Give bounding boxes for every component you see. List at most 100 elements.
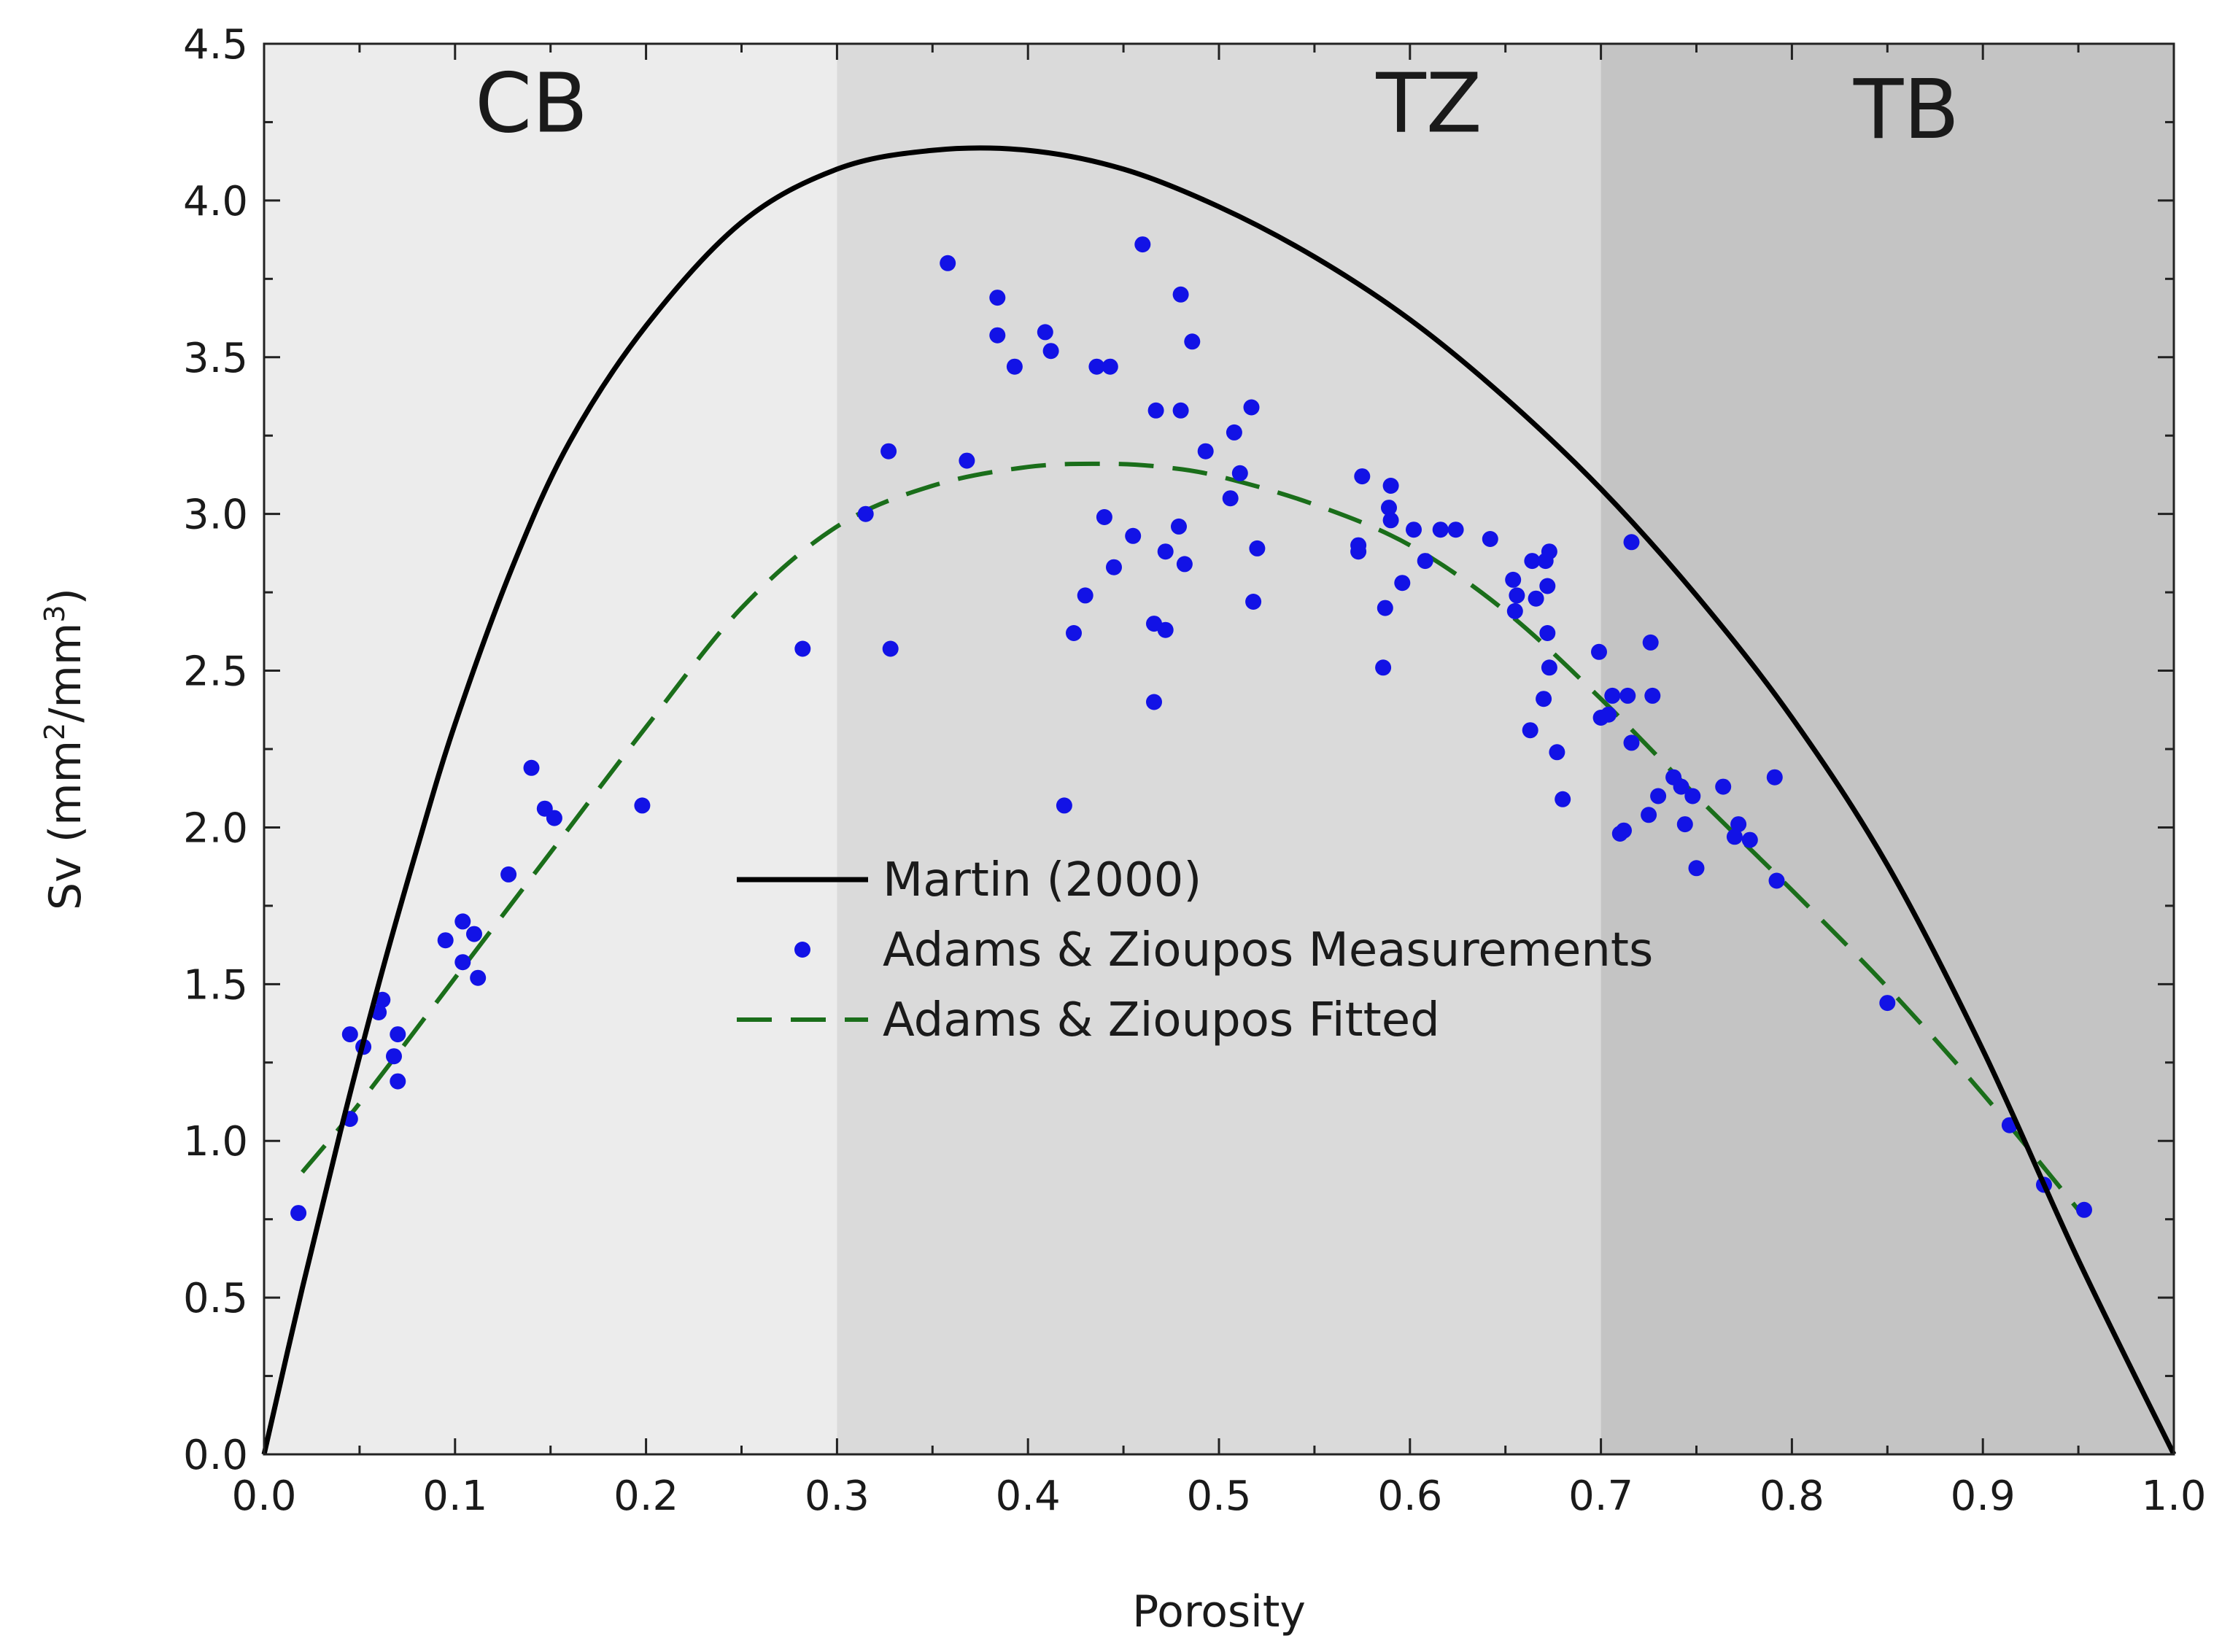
data-point [1406, 521, 1422, 538]
data-point [1350, 537, 1367, 554]
legend-label-adams-zioupos-fitted: Adams & Zioupos Fitted [883, 993, 1440, 1047]
x-tick-label: 0.2 [613, 1473, 678, 1520]
data-point [1377, 600, 1393, 616]
data-point [940, 255, 956, 271]
data-point [1447, 521, 1464, 538]
data-point [1541, 543, 1557, 560]
data-point [1879, 995, 1896, 1012]
data-point [2076, 1201, 2092, 1218]
data-point [1482, 531, 1498, 547]
region-label-cb: CB [475, 56, 588, 151]
x-tick-label: 0.7 [1568, 1473, 1633, 1520]
data-point [1066, 625, 1082, 641]
data-point [989, 327, 1006, 344]
data-point [390, 1026, 406, 1043]
y-tick-label: 2.0 [183, 804, 248, 852]
data-point [1528, 590, 1544, 607]
data-point [1394, 575, 1411, 592]
data-point [1676, 816, 1693, 833]
y-axis-title-sup2: 3 [39, 605, 71, 622]
y-tick-label: 3.0 [183, 492, 248, 539]
legend-label-adams-zioupos-measurements: Adams & Zioupos Measurements [883, 923, 1653, 977]
data-point [1715, 778, 1732, 795]
series-martin-2000 [261, 145, 2177, 1456]
data-point [1604, 687, 1621, 704]
y-tick-label: 4.5 [183, 21, 248, 69]
data-point [1536, 691, 1552, 707]
data-point [1642, 634, 1659, 651]
y-axis-title-mid: /mm [40, 623, 91, 723]
data-point [1688, 860, 1705, 877]
data-point [1088, 358, 1105, 375]
y-axis-title: Sv (mm2/mm3) [39, 588, 91, 910]
data-point [1037, 324, 1053, 341]
y-tick-label: 0.0 [183, 1432, 248, 1479]
legend-swatch-adams-zioupos-measurements [794, 942, 810, 958]
data-point [1172, 402, 1189, 419]
data-point [454, 913, 471, 930]
data-point [1354, 468, 1371, 485]
data-point [1644, 687, 1661, 704]
data-point [1741, 831, 1758, 848]
data-point [1096, 509, 1112, 525]
data-point [1056, 797, 1072, 814]
data-point [1641, 807, 1657, 823]
data-point [523, 759, 540, 776]
data-point [470, 969, 487, 986]
data-point [1134, 236, 1151, 253]
x-tick-label: 0.4 [996, 1473, 1061, 1520]
measurement-points-layer [290, 236, 2092, 1222]
data-point [1506, 602, 1523, 619]
data-point [1157, 621, 1174, 638]
region-label-tz: TZ [1375, 56, 1482, 151]
data-point [437, 932, 454, 949]
data-point [390, 1073, 406, 1090]
data-point [1623, 734, 1640, 751]
data-point [1197, 443, 1214, 459]
data-point [1768, 872, 1785, 889]
data-point [1125, 527, 1142, 544]
y-axis-title-sup1: 2 [39, 723, 71, 740]
data-point [1539, 578, 1556, 594]
x-tick-label: 0.3 [805, 1473, 870, 1520]
data-point [1616, 822, 1632, 839]
data-point [1555, 791, 1571, 807]
data-point [1381, 500, 1397, 516]
x-tick-label: 0.9 [1951, 1473, 2016, 1520]
data-point [1006, 358, 1023, 375]
y-axis-title-prefix: Sv (mm [40, 740, 91, 910]
data-point [1176, 556, 1193, 573]
data-point [1243, 399, 1260, 416]
data-point [1549, 744, 1565, 761]
data-point [546, 810, 562, 826]
data-point [386, 1048, 402, 1065]
data-point [1226, 424, 1242, 441]
data-point [1684, 788, 1701, 804]
data-point [1730, 816, 1747, 833]
data-point [341, 1026, 358, 1043]
data-point [1619, 687, 1636, 704]
data-point [1522, 722, 1538, 739]
data-point [1505, 571, 1522, 588]
x-tick-label: 0.1 [422, 1473, 487, 1520]
data-point [1417, 553, 1433, 570]
y-axis-title-suffix: ) [40, 588, 91, 605]
data-point [634, 797, 651, 814]
data-point [1432, 521, 1449, 538]
data-point [1245, 594, 1262, 610]
data-point [1172, 286, 1189, 303]
data-point [466, 926, 482, 942]
region-tb [1600, 44, 2174, 1454]
x-tick-label: 1.0 [2141, 1473, 2206, 1520]
data-point [1106, 559, 1122, 575]
data-point [1509, 587, 1525, 604]
data-point [1375, 659, 1392, 676]
data-point [959, 452, 975, 469]
data-point [374, 991, 391, 1008]
data-point [1157, 543, 1174, 560]
axis-ticks: 0.0 0.1 0.2 0.3 0.4 0.5 0.6 0.7 0.8 0.9 1.0 0.0 0.5 1… [183, 21, 2207, 1520]
data-point [1726, 829, 1743, 845]
data-point [1077, 587, 1093, 604]
x-tick-label: 0.5 [1186, 1473, 1251, 1520]
